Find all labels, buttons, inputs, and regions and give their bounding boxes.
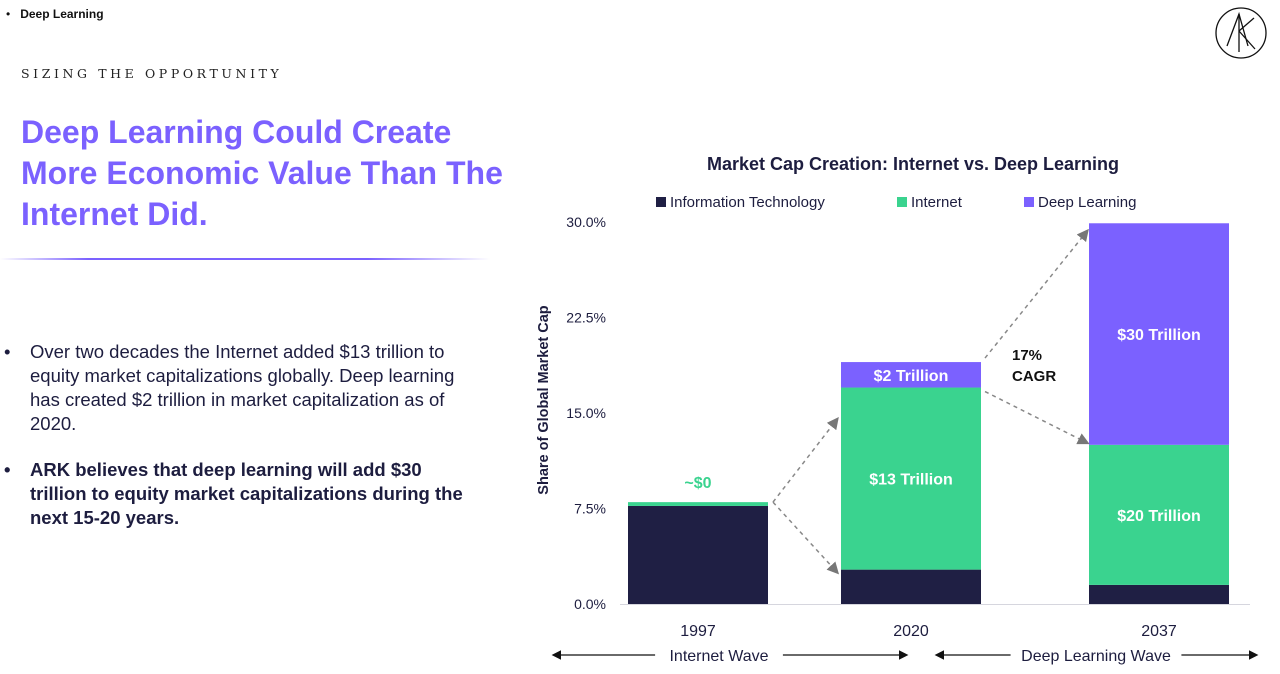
growth-arrow [984, 228, 1089, 359]
bar-segment [628, 502, 768, 506]
bullet-item: • ARK believes that deep learning will ad… [0, 458, 480, 530]
bullet-text: ARK believes that deep learning will add… [30, 459, 463, 528]
cagr-annotation: CAGR [1012, 368, 1056, 385]
legend-swatch [656, 197, 666, 207]
y-tick-label: 7.5% [574, 501, 606, 517]
bar-segment [841, 362, 981, 388]
bar-segment [841, 569, 981, 604]
data-label: ~$0 [684, 475, 711, 492]
legend-swatch [1024, 197, 1034, 207]
ark-logo-icon [1215, 7, 1267, 59]
growth-arrow [772, 416, 839, 503]
legend-label: Deep Learning [1038, 194, 1136, 211]
y-axis-label: Share of Global Market Cap [536, 305, 552, 494]
bullet-mark: • [4, 459, 11, 480]
bar-segment [1089, 223, 1229, 445]
bullet-list: • Over two decades the Internet added $13… [0, 340, 480, 552]
y-tick-label: 0.0% [574, 596, 606, 612]
wave-label: Deep Learning Wave [1021, 648, 1171, 665]
y-tick-label: 22.5% [566, 310, 606, 326]
legend-label: Information Technology [670, 194, 825, 211]
y-tick-label: 30.0% [566, 214, 606, 230]
bullet-mark: • [4, 341, 11, 362]
growth-arrow [984, 390, 1090, 445]
wave-label-bg [1010, 644, 1182, 666]
x-tick-label: 2037 [1141, 623, 1177, 640]
cagr-annotation: 17% [1012, 347, 1042, 364]
bar-segment [628, 505, 768, 604]
breadcrumb-bullet: • [6, 7, 11, 21]
bullet-text: Over two decades the Internet added $13 … [30, 341, 455, 434]
growth-arrow [772, 501, 840, 575]
bar-segment [1089, 444, 1229, 585]
page-title: Deep Learning Could Create More Economic… [21, 114, 503, 232]
chart-title: Market Cap Creation: Internet vs. Deep L… [707, 154, 1119, 174]
data-label: $20 Trillion [1117, 508, 1201, 525]
section-kicker: SIZING THE OPPORTUNITY [21, 66, 283, 81]
bar-segment [841, 387, 981, 570]
legend-label: Internet [911, 194, 963, 211]
wave-label: Internet Wave [669, 648, 768, 665]
bullet-item: • Over two decades the Internet added $13… [0, 340, 480, 436]
title-divider [0, 258, 490, 260]
breadcrumb: • Deep Learning [6, 7, 104, 21]
x-tick-label: 1997 [680, 623, 716, 640]
wave-label-bg [655, 644, 783, 666]
x-tick-label: 2020 [893, 623, 929, 640]
breadcrumb-label: Deep Learning [20, 7, 104, 21]
data-label: $2 Trillion [874, 368, 949, 385]
data-label: $13 Trillion [869, 472, 953, 489]
y-tick-label: 15.0% [566, 405, 606, 421]
bar-segment [1089, 584, 1229, 604]
data-label: $30 Trillion [1117, 327, 1201, 344]
legend-swatch [897, 197, 907, 207]
